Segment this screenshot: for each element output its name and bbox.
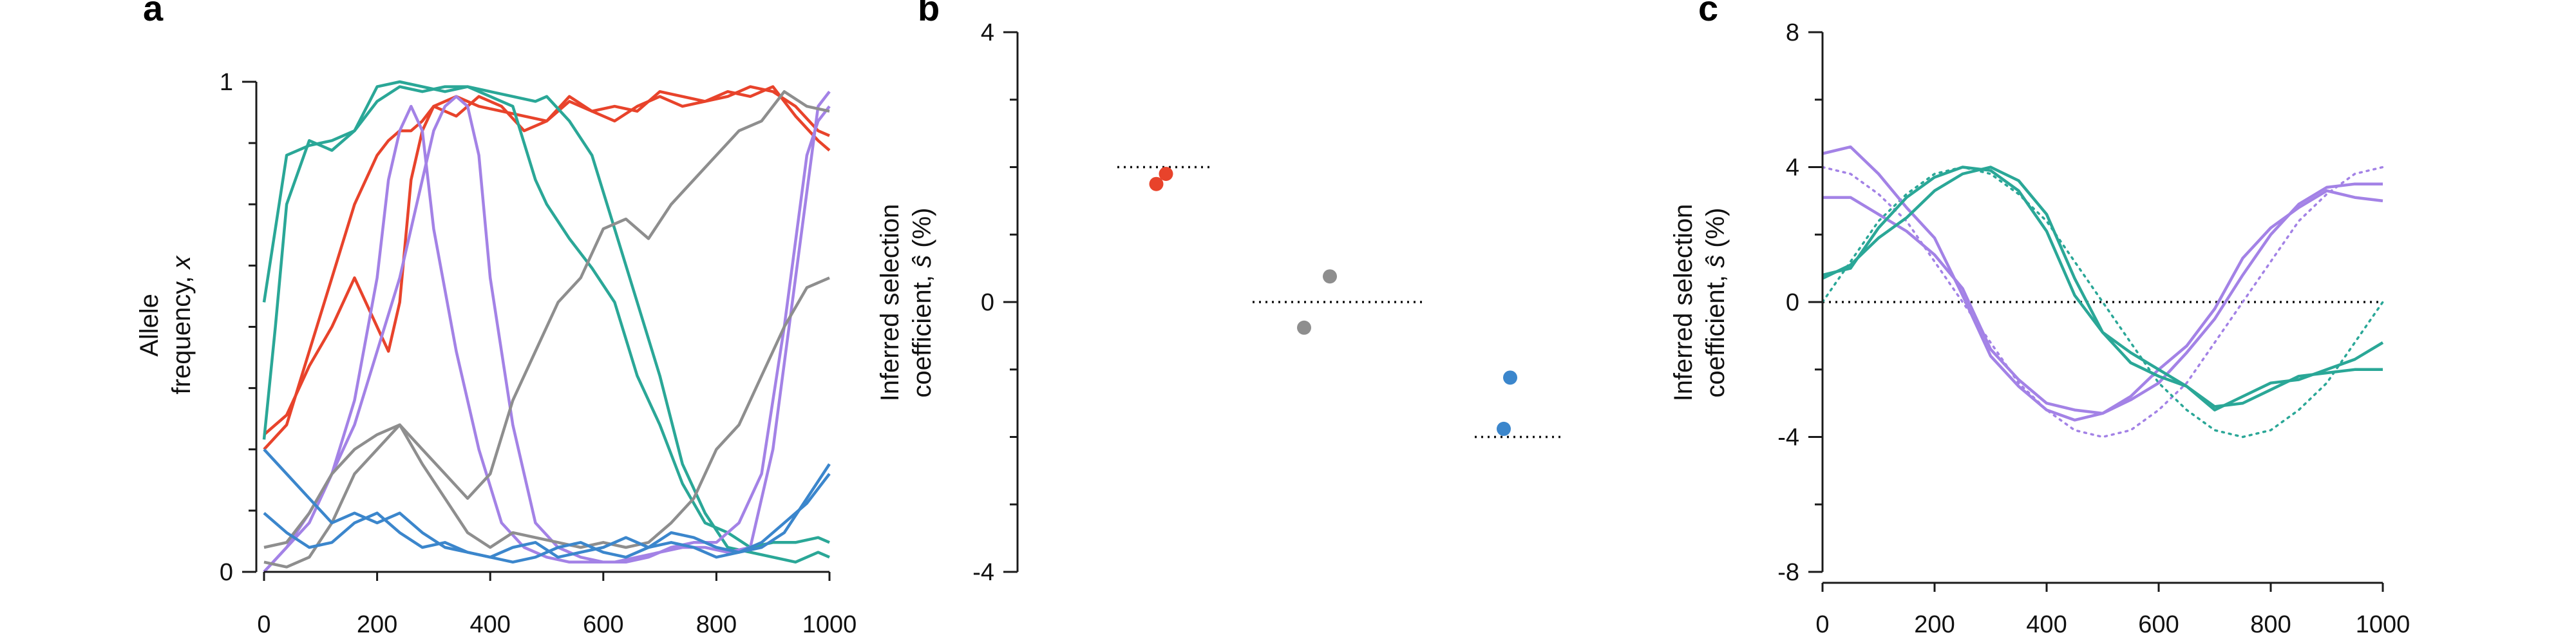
panel-c-ylabel-line2: coefficient, ŝ (%) [1701, 208, 1730, 398]
panel-c-ylabel-var: ŝ [1701, 255, 1730, 268]
panel-c-inferred-teal [1822, 166, 2384, 412]
panel-a-ylabel-text: frequency, [167, 269, 196, 395]
panel-c-true-curve-teal [1821, 166, 2384, 439]
panel-c-x-tick-label: 1000 [2356, 611, 2410, 638]
panel-b: -4 0 4 Inferred selection coefficient, ŝ (… [876, 19, 1565, 586]
panel-c-y-tick-label: 4 [1786, 155, 1799, 182]
panel-a-trajectory-blue [263, 473, 831, 564]
panel-b-axes: -4 0 4 [972, 19, 1019, 586]
panel-a-y-tick-label: 0 [220, 559, 233, 586]
panel-a-x-tick-label: 0 [257, 611, 270, 638]
panel-b-y-tick-label: 0 [981, 289, 994, 316]
panel-c-ylabel-line1: Inferred selection [1669, 204, 1698, 402]
panel-b-point-blue [1497, 421, 1511, 436]
panel-label-b: b [918, 0, 940, 28]
panel-b-point-red [1159, 166, 1173, 181]
panel-b-ylabel-line1: Inferred selection [876, 204, 904, 402]
panel-c-inferred-purple [1823, 189, 2383, 415]
panel-c-x-tick-label: 200 [1914, 611, 1955, 638]
panel-a: 0 200 400 600 800 1000 0 1 Allele frequency, x [135, 69, 857, 638]
panel-a-trajectory-blue [263, 448, 831, 559]
panel-a-ylabel-line2: frequency, x [167, 255, 196, 395]
panel-b-point-red [1149, 176, 1164, 191]
panel-c-y-tick-label: -4 [1777, 424, 1799, 451]
panel-a-axes: 0 200 400 600 800 1000 0 1 [220, 69, 857, 638]
panel-b-ylabel-suffix: (%) [908, 208, 936, 255]
panel-label-c: c [1698, 0, 1718, 28]
panel-b-y-tick-label: 4 [981, 19, 994, 46]
panel-c-ylabel-text: coefficient, [1701, 268, 1730, 398]
panel-a-y-tick-label: 1 [220, 69, 233, 96]
panel-a-x-tick-label: 600 [583, 611, 623, 638]
panel-c: 0 200 400 600 800 1000 -8 -4 0 4 8 Inferred select… [1669, 19, 2410, 638]
panel-b-ylabel-var: ŝ [908, 255, 936, 268]
panel-b-ylabel-line2: coefficient, ŝ (%) [908, 208, 936, 398]
panel-b-point-gray [1297, 320, 1311, 335]
panel-a-x-tick-label: 800 [696, 611, 737, 638]
panel-a-ylabel-line1: Allele [135, 294, 164, 357]
panel-a-lines [262, 80, 831, 573]
panel-a-x-tick-label: 200 [357, 611, 397, 638]
panel-b-point-blue [1503, 370, 1517, 385]
panel-a-trajectory-gray [263, 276, 830, 549]
panel-c-x-tick-label: 600 [2138, 611, 2179, 638]
panel-a-trajectory-purple [263, 95, 831, 573]
panel-a-trajectory-gray [263, 90, 830, 569]
panel-a-trajectory-red [263, 85, 831, 436]
panel-c-y-tick-label: -8 [1777, 559, 1799, 586]
panel-c-axes: 0 200 400 600 800 1000 -8 -4 0 4 8 [1777, 19, 2410, 638]
panel-a-trajectory-purple [263, 90, 831, 573]
panel-b-marks [1117, 166, 1565, 439]
panel-a-trajectory-red [263, 85, 830, 451]
panel-b-ylabel-text: coefficient, [908, 268, 936, 398]
panel-b-point-gray [1323, 269, 1337, 284]
panel-c-lines [1821, 145, 2384, 439]
panel-a-ylabel-var: x [167, 255, 196, 270]
panel-a-x-tick-label: 1000 [802, 611, 857, 638]
panel-c-x-tick-label: 0 [1815, 611, 1829, 638]
panel-c-y-tick-label: 0 [1786, 289, 1799, 316]
panel-c-x-tick-label: 400 [2026, 611, 2067, 638]
panel-a-x-tick-label: 400 [469, 611, 510, 638]
panel-b-y-tick-label: -4 [972, 559, 994, 586]
panel-c-y-tick-label: 8 [1786, 19, 1799, 46]
panel-c-ylabel-suffix: (%) [1701, 208, 1730, 255]
panel-c-x-tick-label: 800 [2250, 611, 2291, 638]
panel-label-a: a [143, 0, 164, 28]
panel-a-trajectory-teal [262, 80, 830, 549]
